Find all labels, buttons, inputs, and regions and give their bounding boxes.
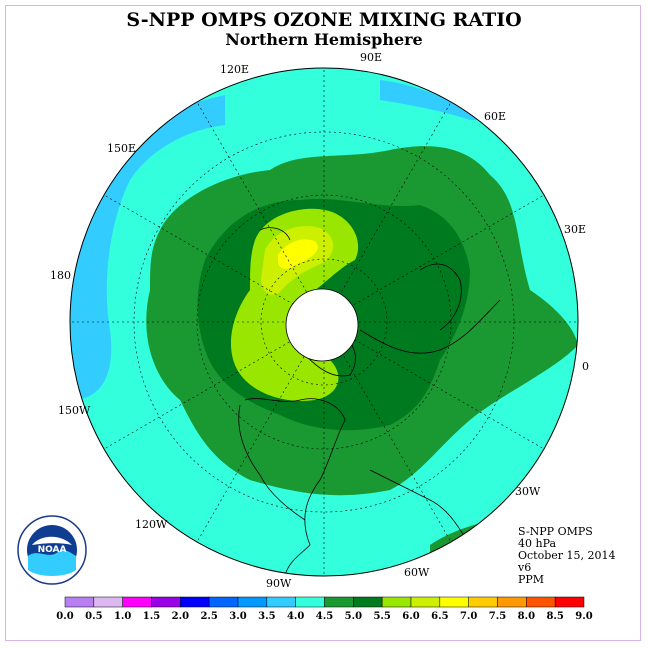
lon-label: 120W xyxy=(135,518,168,531)
lon-label: 180 xyxy=(50,269,71,282)
lon-label: 150E xyxy=(107,142,136,155)
field-6.0-6.5 xyxy=(278,239,318,269)
info-block: S-NPP OMPS 40 hPa October 15, 2014 v6 PP… xyxy=(518,526,616,586)
colorbar-tick-label: 6.5 xyxy=(431,611,448,622)
noaa-logo-text: NOAA xyxy=(38,545,67,555)
colorbar-tick-label: 9.0 xyxy=(575,611,592,622)
map-subtitle: Northern Hemisphere xyxy=(225,30,423,49)
lon-label: 0 xyxy=(582,360,589,373)
info-units: PPM xyxy=(518,573,545,586)
colorbar-tick-label: 8.0 xyxy=(518,611,535,622)
map-border xyxy=(69,67,579,577)
colorbar-tick-label: 0.5 xyxy=(85,611,102,622)
noaa-logo: NOAA xyxy=(17,515,87,585)
info-date: October 15, 2014 xyxy=(518,549,616,562)
colorbar-tick-label: 6.0 xyxy=(402,611,419,622)
figure-frame xyxy=(5,5,641,641)
colorbar-tick-label: 3.0 xyxy=(229,611,246,622)
colorbar-tick-label: 7.5 xyxy=(489,611,506,622)
longitude-labels: 90E 60E 30E 0 30W 60W 90W 120W 150W 180 … xyxy=(50,51,589,590)
colorbar-swatch xyxy=(439,596,469,608)
lon-label: 90E xyxy=(360,51,382,64)
colorbar-tick-label: 8.5 xyxy=(546,611,563,622)
map-title: S-NPP OMPS OZONE MIXING RATIO xyxy=(126,9,522,31)
colorbar-swatch xyxy=(295,596,325,608)
colorbar-swatch xyxy=(526,596,556,608)
lon-label: 90W xyxy=(266,577,292,590)
colorbar-tick-label: 4.0 xyxy=(287,611,304,622)
pole-no-data xyxy=(285,288,359,362)
colorbar-swatch xyxy=(180,596,210,608)
ozone-field xyxy=(70,68,578,576)
info-instrument: S-NPP OMPS xyxy=(518,525,593,538)
colorbar-swatch xyxy=(208,596,239,608)
info-level: 40 hPa xyxy=(518,537,557,550)
colorbar-swatch xyxy=(381,596,412,608)
colorbar: 0.0 0.5 1.0 1.5 2.0 2.5 3.0 3.5 4.0 4.5 5.0 5.5 6.0 6… xyxy=(56,596,593,622)
field-3.0-3.5-east xyxy=(380,80,490,120)
coastlines xyxy=(238,227,501,576)
colorbar-tick-label: 0.0 xyxy=(56,611,73,622)
colorbar-tick-label: 4.5 xyxy=(316,611,333,622)
colorbar-tick-label: 1.0 xyxy=(114,611,131,622)
colorbar-tick-label: 5.5 xyxy=(373,611,390,622)
colorbar-swatch xyxy=(266,596,296,608)
colorbar-tick-label: 2.0 xyxy=(172,611,189,622)
colorbar-tick-label: 2.5 xyxy=(200,611,217,622)
colorbar-swatch xyxy=(554,596,585,608)
lon-label: 150W xyxy=(58,404,91,417)
info-version: v6 xyxy=(518,561,532,574)
colorbar-swatch xyxy=(64,596,95,608)
colorbar-tick-label: 5.0 xyxy=(345,611,362,622)
colorbar-swatch xyxy=(93,596,123,608)
lon-label: 120E xyxy=(220,63,249,76)
colorbar-tick-label: 3.5 xyxy=(258,611,275,622)
colorbar-swatch xyxy=(324,596,354,608)
colorbar-swatch xyxy=(237,596,268,608)
colorbar-swatch xyxy=(122,596,152,608)
lon-label: 30E xyxy=(564,223,586,236)
colorbar-swatch xyxy=(151,596,181,608)
colorbar-swatch xyxy=(410,596,441,608)
colorbar-tick-label: 7.0 xyxy=(460,611,477,622)
lon-label: 60W xyxy=(404,566,430,579)
colorbar-swatch xyxy=(468,596,498,608)
lon-label: 60E xyxy=(484,110,506,123)
colorbar-swatch xyxy=(353,596,383,608)
graticule xyxy=(70,68,578,576)
colorbar-tick-label: 1.5 xyxy=(143,611,160,622)
colorbar-swatch xyxy=(497,596,527,608)
lon-label: 30W xyxy=(515,485,541,498)
